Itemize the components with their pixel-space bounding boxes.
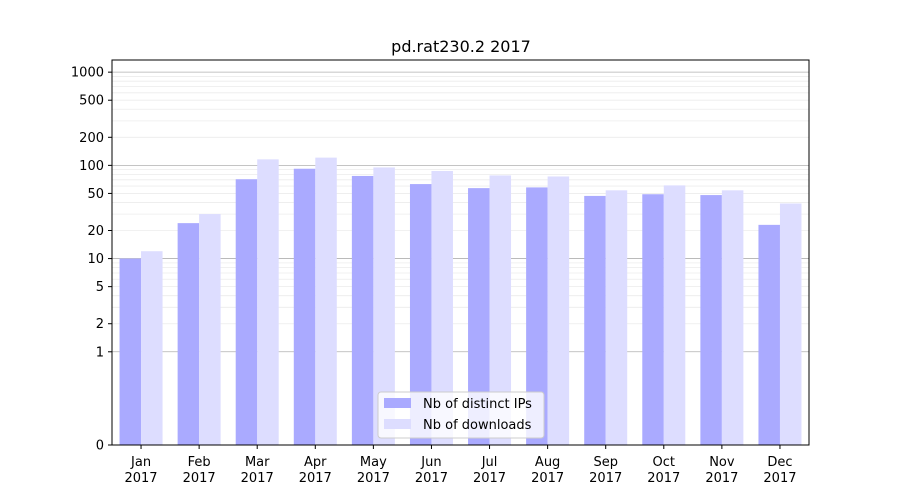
x-tick-label-month: Aug — [535, 455, 560, 470]
legend-label: Nb of distinct IPs — [423, 397, 532, 412]
chart-title: pd.rat230.2 2017 — [391, 37, 531, 56]
y-tick-label: 0 — [96, 439, 104, 454]
bar — [526, 187, 548, 445]
legend-swatch — [384, 398, 411, 408]
x-tick-label-month: Apr — [304, 455, 327, 470]
bar — [235, 179, 258, 446]
x-tick-label-year: 2017 — [415, 471, 448, 486]
bar — [141, 251, 163, 445]
x-tick-label-year: 2017 — [299, 471, 332, 486]
x-tick-label-month: Sep — [593, 455, 618, 470]
x-tick-label-month: Mar — [245, 455, 270, 470]
legend-swatch — [384, 419, 411, 429]
plot-frame — [111, 59, 810, 446]
x-tick-label-year: 2017 — [124, 471, 157, 486]
bar — [779, 203, 802, 445]
bar — [431, 170, 453, 446]
y-tick-label: 1000 — [71, 66, 104, 81]
x-tick-label-year: 2017 — [473, 471, 506, 486]
x-tick-label-month: Jul — [481, 455, 498, 470]
bar — [642, 194, 664, 445]
y-tick-label: 500 — [79, 94, 104, 109]
x-tick-label-month: Jun — [420, 455, 441, 470]
y-tick-label: 10 — [87, 252, 104, 267]
y-tick-label: 1 — [96, 345, 104, 360]
y-tick-label: 20 — [87, 224, 104, 239]
bar — [700, 195, 722, 445]
bar — [199, 214, 221, 445]
legend-box — [377, 391, 545, 439]
bar — [605, 190, 628, 445]
x-tick-label-month: Jan — [130, 455, 151, 470]
bar — [373, 167, 395, 445]
x-tick-label-year: 2017 — [357, 471, 390, 486]
x-tick-label-year: 2017 — [183, 471, 216, 486]
bar — [663, 185, 686, 446]
y-tick-label: 2 — [96, 317, 104, 332]
bar — [489, 175, 512, 446]
x-tick-label-year: 2017 — [241, 471, 274, 486]
x-tick-label-year: 2017 — [705, 471, 738, 486]
x-tick-label-year: 2017 — [589, 471, 622, 486]
x-tick-label-year: 2017 — [647, 471, 680, 486]
y-tick-label: 50 — [87, 187, 104, 202]
x-tick-label-month: Dec — [767, 455, 792, 470]
x-tick-label-month: Feb — [188, 455, 211, 470]
bar — [409, 184, 432, 445]
y-tick-label: 5 — [96, 280, 104, 295]
bar — [351, 175, 374, 446]
bar — [468, 188, 490, 445]
bars — [119, 157, 802, 446]
x-tick-label-month: Nov — [709, 455, 735, 470]
bar — [119, 258, 142, 445]
grid-lines — [112, 71, 809, 353]
bar — [584, 195, 606, 445]
x-tick-label-month: May — [360, 455, 387, 470]
y-tick-label: 100 — [79, 159, 104, 174]
legend: Nb of distinct IPs Nb of downloads — [377, 391, 545, 439]
bar — [547, 176, 570, 445]
bar — [721, 190, 744, 445]
axes: 01251020501002005001000Jan2017Feb2017Mar… — [71, 59, 810, 486]
bar — [758, 224, 780, 445]
legend-label: Nb of downloads — [423, 418, 532, 433]
x-tick-label-year: 2017 — [531, 471, 564, 486]
y-tick-label: 200 — [79, 131, 104, 146]
bar — [293, 168, 316, 446]
x-tick-label-month: Oct — [653, 455, 675, 470]
bar — [315, 157, 337, 445]
bar — [177, 223, 200, 445]
x-tick-label-year: 2017 — [763, 471, 796, 486]
bar — [257, 159, 279, 445]
